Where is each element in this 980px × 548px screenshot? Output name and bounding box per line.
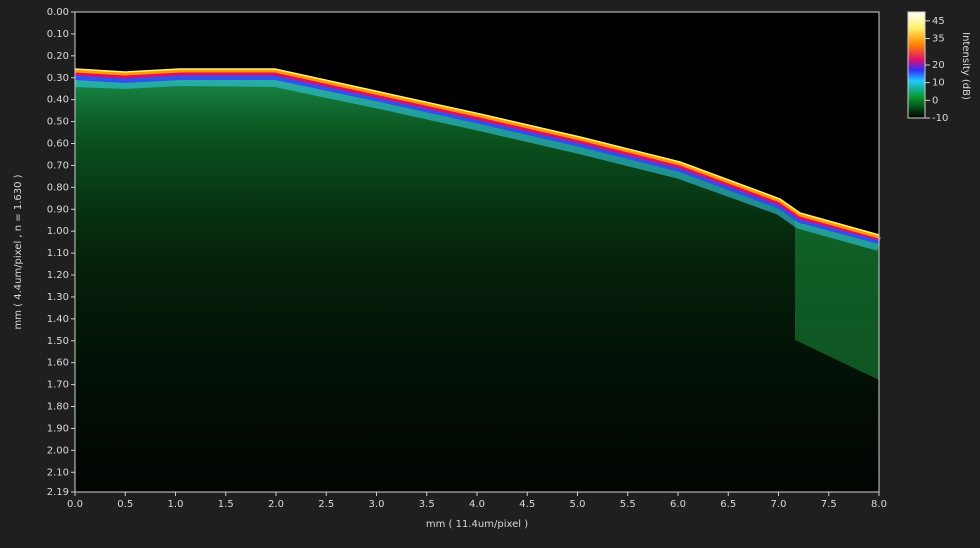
x-tick-label: 3.0 bbox=[369, 499, 385, 510]
y-tick-label: 1.70 bbox=[47, 380, 69, 391]
y-tick-label: 1.00 bbox=[47, 226, 69, 237]
y-tick-label: 0.40 bbox=[47, 95, 69, 106]
y-tick-label: 1.50 bbox=[47, 336, 69, 347]
y-tick-label: 0.70 bbox=[47, 160, 69, 171]
x-tick-label: 3.5 bbox=[419, 499, 435, 510]
colorbar-tick-label: 35 bbox=[932, 34, 945, 45]
x-tick-label: 5.0 bbox=[570, 499, 586, 510]
oct-scan bbox=[74, 68, 881, 492]
x-tick-label: 7.0 bbox=[771, 499, 787, 510]
y-tick-label: 0.60 bbox=[47, 139, 69, 150]
colorbar-tick-label: -10 bbox=[932, 113, 948, 124]
y-tick-label: 1.90 bbox=[47, 423, 69, 434]
colorbar-tick-label: 20 bbox=[932, 60, 945, 71]
x-tick-label: 2.0 bbox=[268, 499, 284, 510]
x-tick-label: 4.5 bbox=[519, 499, 535, 510]
x-tick-label: 1.5 bbox=[218, 499, 234, 510]
y-tick-label: 1.30 bbox=[47, 292, 69, 303]
y-tick-label: 1.20 bbox=[47, 270, 69, 281]
y-tick-label: 1.40 bbox=[47, 314, 69, 325]
y-tick-label: 2.19 bbox=[47, 487, 69, 498]
y-tick-label: 2.00 bbox=[47, 445, 69, 456]
y-tick-label: 0.30 bbox=[47, 73, 69, 84]
x-tick-label: 0.0 bbox=[67, 499, 83, 510]
y-tick-label: 1.10 bbox=[47, 248, 69, 259]
x-axis-label: mm ( 11.4um/pixel ) bbox=[426, 519, 528, 530]
x-tick-label: 8.0 bbox=[871, 499, 887, 510]
y-tick-label: 1.60 bbox=[47, 358, 69, 369]
y-tick-label: 0.20 bbox=[47, 51, 69, 62]
x-tick-label: 1.0 bbox=[168, 499, 184, 510]
x-tick-label: 4.0 bbox=[469, 499, 485, 510]
x-tick-label: 6.5 bbox=[720, 499, 736, 510]
y-tick-label: 2.10 bbox=[47, 467, 69, 478]
y-tick-label: 0.50 bbox=[47, 117, 69, 128]
y-tick-label: 0.90 bbox=[47, 204, 69, 215]
x-tick-label: 6.0 bbox=[670, 499, 686, 510]
x-tick-label: 5.5 bbox=[620, 499, 636, 510]
colorbar bbox=[907, 11, 926, 119]
x-tick-label: 2.5 bbox=[318, 499, 334, 510]
colorbar-tick-label: 10 bbox=[932, 78, 945, 89]
colorbar-tick-label: 45 bbox=[932, 16, 945, 27]
y-axis-label: mm ( 4.4um/pixel , n = 1.630 ) bbox=[13, 174, 24, 329]
colorbar-label: Intensity (dB) bbox=[960, 32, 971, 100]
colorbar-tick-label: 0 bbox=[932, 95, 938, 106]
y-tick-label: 0.80 bbox=[47, 182, 69, 193]
x-tick-label: 7.5 bbox=[821, 499, 837, 510]
y-tick-label: 0.10 bbox=[47, 29, 69, 40]
y-tick-label: 1.80 bbox=[47, 402, 69, 413]
x-tick-label: 0.5 bbox=[117, 499, 133, 510]
y-tick-label: 0.00 bbox=[47, 7, 69, 18]
